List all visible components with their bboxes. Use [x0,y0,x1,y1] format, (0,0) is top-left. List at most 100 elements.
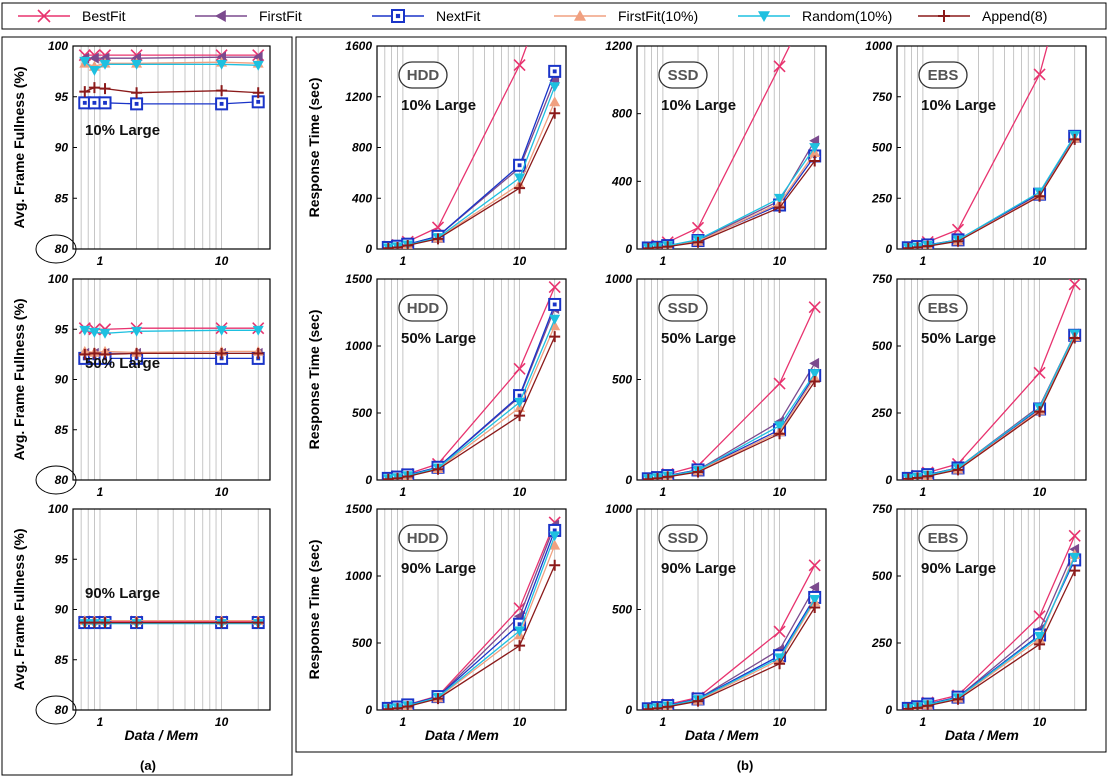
ytick-label: 250 [871,636,892,650]
point-append-8 [652,242,664,249]
point-append-8 [79,348,91,360]
point-random-10 [809,143,821,153]
xtick-label: 10 [215,485,229,499]
ytick-label: 1500 [345,272,372,286]
ytick-label: 750 [872,502,892,516]
series-layer [78,49,265,111]
legend-entry-random-10: Random(10%) [738,8,892,24]
ytick-label: 0 [625,703,632,717]
point-nextfit [87,96,101,110]
series-line-nextfit [908,559,1076,710]
xtick-label: 10 [1033,485,1047,499]
device-label: SSD [668,67,699,84]
ytick-label: 100 [48,39,68,53]
legend-marker [758,11,770,22]
point-bestfit [513,362,526,375]
point-random-10 [809,369,821,379]
plot-frame [376,278,567,481]
y-axis-label: Response Time (sec) [306,310,322,450]
annotation-label: 90% Large [661,560,736,577]
plot-frame [72,278,271,481]
y-axis-label: Avg. Frame Fullness (%) [11,528,27,690]
point-append-8 [79,86,91,98]
legend-label: NextFit [436,8,480,24]
ytick-label: 1000 [605,502,632,516]
series-line-nextfit [908,135,1076,249]
xtick-label: 1 [400,254,407,268]
point-append-8 [922,470,934,480]
series-layer [641,301,822,480]
point-append-8 [549,331,561,343]
ytick-label: 0 [885,242,892,256]
xtick-label: 10 [1033,254,1047,268]
ytick-label: 80 [55,703,69,717]
y-axis-label: Response Time (sec) [306,78,322,218]
ytick-label: 250 [871,191,892,205]
xtick-label: 10 [773,254,787,268]
ytick-label: 0 [885,473,892,487]
xtick-label: 1 [660,254,667,268]
point-random-10 [216,325,228,336]
point-firstfit [809,357,820,369]
ytick-label: 1000 [865,39,892,53]
series-layer [381,516,562,710]
series-line-firstfit-10 [388,325,556,480]
device-label: EBS [928,67,959,84]
point-random-10 [774,421,786,432]
series-layer [381,280,562,480]
point-append-8 [912,241,924,249]
series-layer [901,46,1082,249]
x-axis-label: Data / Mem [425,727,499,743]
point-append-8 [642,703,654,710]
point-append-8 [99,348,111,360]
legend-label: Random(10%) [802,8,892,24]
point-append-8 [216,347,228,359]
device-label: HDD [407,530,440,547]
point-random-10 [1034,631,1046,642]
plot-frame [896,278,1087,481]
device-badge [918,61,968,89]
panel-frame-a [1,36,293,776]
device-badge [918,524,968,552]
point-append-8 [432,233,444,245]
series-layer [901,279,1082,480]
legend-entry-nextfit: NextFit [372,8,480,24]
series-line-random-10 [648,373,816,480]
point-random-10 [809,595,821,605]
point-random-10 [774,193,786,204]
circled-tick [35,695,77,725]
chart-b-ssd-10: 0 400 800 1200 1 10 SSD 10% Large [605,39,827,268]
series-line-firstfit-10 [908,138,1076,249]
ytick-label: 250 [871,406,892,420]
xtick-label: 10 [773,485,787,499]
point-firstfit [1069,543,1080,555]
series-layer [901,529,1082,710]
point-bestfit [513,58,526,72]
series-line-firstfit-10 [648,601,816,710]
point-bestfit [1033,366,1046,379]
device-badge [658,294,708,322]
device-badge [918,294,968,322]
ytick-label: 500 [872,141,892,155]
ytick-label: 85 [55,653,69,667]
point-append-8 [402,701,414,710]
series-line-append-8 [648,607,816,710]
ytick-label: 0 [365,473,372,487]
point-nextfit [548,64,562,78]
x-axis-label: Data / Mem [124,727,198,743]
legend-marker [574,10,586,21]
series-line-random-10 [908,134,1076,249]
chart-b-ssd-90: 0 500 1000 1 10 SSD 90% Large Data / Mem [605,502,827,743]
point-append-8 [692,466,704,478]
chart-a-10: 80 85 90 95 100 1 10 10% Large Avg. Frame Fullne… [11,39,271,268]
point-append-8 [216,85,228,97]
point-append-8 [514,640,526,652]
point-append-8 [402,471,414,480]
chart-b-ebs-50: 0 250 500 750 1 10 EBS 50% Large [871,272,1087,499]
point-append-8 [131,347,143,359]
point-random-10 [99,59,111,70]
point-append-8 [549,559,561,571]
device-badge [398,294,448,322]
x-axis-label: Data / Mem [685,727,759,743]
point-append-8 [902,242,914,249]
